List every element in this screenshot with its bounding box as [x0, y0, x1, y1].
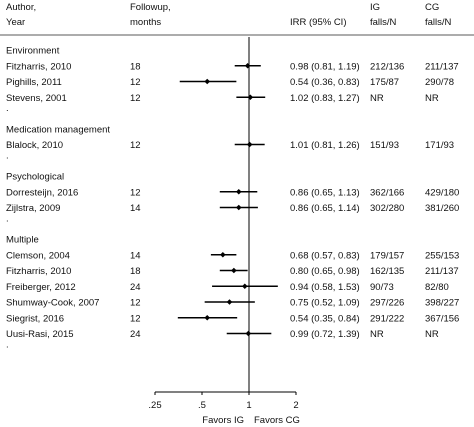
group-separator-dot: .	[6, 150, 9, 161]
study-cg-falls: 211/137	[425, 266, 459, 277]
study-author: Stevens, 2001	[6, 93, 67, 104]
study-followup: 18	[130, 61, 141, 72]
study-author: Fitzharris, 2010	[6, 266, 71, 277]
study-cg-falls: 381/260	[425, 203, 459, 214]
header-ig-line2: falls/N	[370, 17, 397, 28]
group-label: Medication management	[6, 124, 110, 135]
study-author: Shumway-Cook, 2007	[6, 298, 99, 309]
study-cg-falls: 211/137	[425, 61, 459, 72]
study-author: Zijlstra, 2009	[6, 203, 60, 214]
point-estimate-diamond	[235, 188, 242, 195]
study-irr-text: 0.75 (0.52, 1.09)	[290, 298, 360, 309]
study-cg-falls: 290/78	[425, 77, 454, 88]
study-followup: 24	[130, 329, 141, 340]
study-irr-text: 0.54 (0.35, 0.84)	[290, 313, 360, 324]
study-irr-text: 0.98 (0.81, 1.19)	[290, 61, 360, 72]
study-followup: 12	[130, 140, 141, 151]
study-ig-falls: 291/222	[370, 313, 404, 324]
study-irr-text: 0.99 (0.72, 1.39)	[290, 329, 360, 340]
study-irr-text: 0.86 (0.65, 1.13)	[290, 187, 360, 198]
group-separator-dot: .	[6, 213, 9, 224]
x-tick-label: .5	[198, 400, 206, 411]
study-cg-falls: NR	[425, 93, 439, 104]
group-label: Environment	[6, 46, 60, 57]
study-ig-falls: 179/157	[370, 250, 404, 261]
study-ig-falls: 302/280	[370, 203, 404, 214]
study-cg-falls: 171/93	[425, 140, 454, 151]
study-ig-falls: 162/135	[370, 266, 404, 277]
study-followup: 12	[130, 298, 141, 309]
header-author-line2: Year	[6, 17, 25, 28]
study-cg-falls: 429/180	[425, 187, 459, 198]
study-irr-text: 0.80 (0.65, 0.98)	[290, 266, 360, 277]
study-ig-falls: 175/87	[370, 77, 399, 88]
x-tick-label: 1	[246, 400, 251, 411]
point-estimate-diamond	[246, 141, 253, 148]
study-followup: 18	[130, 266, 141, 277]
point-estimate-diamond	[204, 78, 211, 85]
study-ig-falls: 362/166	[370, 187, 404, 198]
point-estimate-diamond	[204, 314, 211, 321]
study-followup: 14	[130, 250, 141, 261]
study-author: Blalock, 2010	[6, 140, 63, 151]
study-cg-falls: 82/80	[425, 282, 449, 293]
study-ig-falls: NR	[370, 329, 384, 340]
study-ig-falls: 212/136	[370, 61, 404, 72]
study-author: Clemson, 2004	[6, 250, 70, 261]
favors-ig-label: Favors IG	[202, 415, 244, 426]
study-ig-falls: 151/93	[370, 140, 399, 151]
point-estimate-diamond	[235, 204, 242, 211]
study-followup: 12	[130, 77, 141, 88]
study-cg-falls: NR	[425, 329, 439, 340]
study-irr-text: 1.02 (0.83, 1.27)	[290, 93, 360, 104]
group-label: Multiple	[6, 235, 39, 246]
study-irr-text: 1.01 (0.81, 1.26)	[290, 140, 360, 151]
study-author: Uusi-Rasi, 2015	[6, 329, 74, 340]
point-estimate-diamond	[226, 299, 233, 305]
header-followup-line1: Followup,	[130, 2, 171, 13]
group-separator-dot: .	[6, 339, 9, 350]
x-tick-label: 2	[293, 400, 298, 411]
point-estimate-diamond	[220, 251, 226, 258]
study-cg-falls: 367/156	[425, 313, 459, 324]
header-cg-line2: falls/N	[425, 17, 452, 28]
point-estimate-diamond	[231, 267, 237, 274]
study-followup: 12	[130, 93, 141, 104]
group-label: Psychological	[6, 172, 64, 183]
study-followup: 12	[130, 313, 141, 324]
study-followup: 14	[130, 203, 141, 214]
x-tick-label: .25	[148, 400, 161, 411]
favors-cg-label: Favors CG	[254, 415, 300, 426]
study-author: Dorresteijn, 2016	[6, 187, 78, 198]
header-cg-line1: CG	[425, 2, 439, 13]
study-followup: 24	[130, 282, 141, 293]
point-estimate-diamond	[242, 283, 248, 290]
group-separator-dot: .	[6, 103, 9, 114]
study-ig-falls: 90/73	[370, 282, 394, 293]
study-author: Pighills, 2011	[6, 77, 62, 88]
study-author: Fitzharris, 2010	[6, 61, 71, 72]
study-author: Freiberger, 2012	[6, 282, 76, 293]
header-ig-line1: IG	[370, 2, 380, 13]
point-estimate-diamond	[247, 94, 254, 101]
study-irr-text: 0.86 (0.65, 1.14)	[290, 203, 360, 214]
study-irr-text: 0.94 (0.58, 1.53)	[290, 282, 360, 293]
study-ig-falls: 297/226	[370, 298, 404, 309]
point-estimate-diamond	[245, 330, 252, 337]
study-irr-text: 0.54 (0.36, 0.83)	[290, 77, 360, 88]
header-followup-line2: months	[130, 17, 161, 28]
study-followup: 12	[130, 187, 141, 198]
study-cg-falls: 255/153	[425, 250, 459, 261]
study-author: Siegrist, 2016	[6, 313, 64, 324]
study-ig-falls: NR	[370, 93, 384, 104]
header-irr: IRR (95% CI)	[290, 17, 346, 28]
point-estimate-diamond	[244, 62, 251, 69]
header-author-line1: Author,	[6, 2, 36, 13]
study-irr-text: 0.68 (0.57, 0.83)	[290, 250, 360, 261]
study-cg-falls: 398/227	[425, 298, 459, 309]
